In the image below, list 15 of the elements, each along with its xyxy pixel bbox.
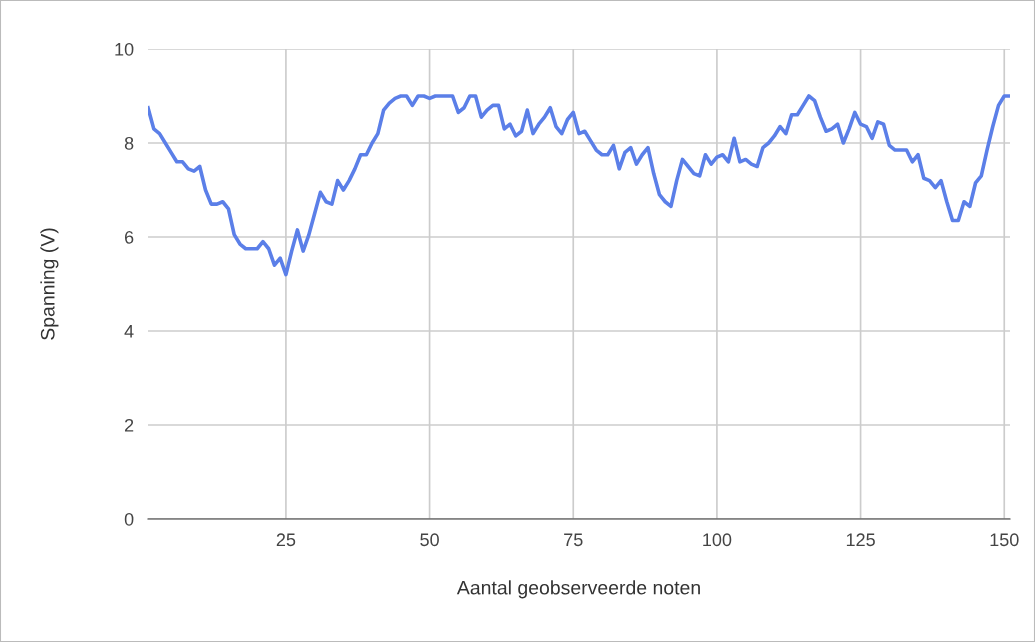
x-tick-label: 125 xyxy=(846,533,875,547)
x-tick-label: 150 xyxy=(990,533,1019,547)
x-tick-label: 100 xyxy=(703,533,732,547)
x-tick-label: 25 xyxy=(276,533,296,547)
y-tick-label: 8 xyxy=(124,136,134,150)
x-tick-label: 75 xyxy=(564,533,583,547)
y-axis-title: Spanning (V) xyxy=(40,228,59,340)
y-tick-label: 2 xyxy=(124,418,134,432)
line-series xyxy=(148,94,1010,277)
y-tick-label: 4 xyxy=(124,325,134,338)
x-axis-title: Aantal geobserveerde noten xyxy=(456,580,700,599)
x-tick-label: 50 xyxy=(420,533,439,547)
y-tick-label: 6 xyxy=(124,230,134,244)
y-tick-label: 0 xyxy=(124,512,134,526)
y-tick-label: 10 xyxy=(115,42,134,56)
